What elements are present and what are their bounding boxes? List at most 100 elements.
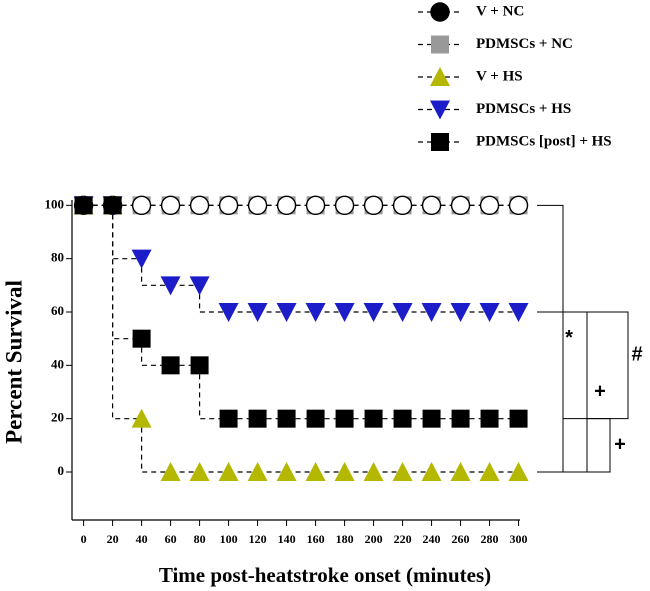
marker — [276, 195, 297, 216]
marker — [334, 462, 355, 481]
marker — [392, 462, 413, 481]
marker — [334, 195, 355, 216]
y-tick-label: 0 — [58, 463, 65, 478]
marker — [160, 276, 181, 296]
y-tick-label: 80 — [51, 250, 64, 265]
marker — [305, 303, 326, 322]
step-segment — [111, 205, 142, 260]
legend-marker — [430, 100, 450, 120]
marker — [479, 462, 500, 481]
y-tick-label: 100 — [45, 196, 65, 211]
marker — [363, 303, 384, 322]
marker — [479, 303, 500, 322]
marker — [103, 196, 122, 215]
x-tick-label: 20 — [107, 532, 119, 546]
marker — [161, 356, 180, 375]
legend-label: V + HS — [476, 68, 523, 84]
step-segment — [198, 365, 229, 420]
x-tick-label: 300 — [510, 532, 528, 546]
marker — [247, 195, 268, 216]
marker — [451, 409, 470, 428]
x-tick-label: 200 — [365, 532, 383, 546]
step-segment — [198, 285, 229, 313]
marker — [450, 303, 471, 322]
marker — [450, 195, 471, 216]
significance-bracket — [537, 204, 564, 473]
marker — [247, 303, 268, 322]
x-tick-label: 140 — [278, 532, 296, 546]
x-tick-label: 0 — [81, 532, 87, 546]
marker — [218, 303, 239, 322]
x-tick-label: 80 — [194, 532, 206, 546]
y-tick-label: 40 — [51, 356, 64, 371]
marker — [248, 409, 267, 428]
marker — [132, 329, 151, 348]
step-segment — [140, 418, 171, 473]
marker — [363, 462, 384, 481]
marker — [364, 409, 383, 428]
x-axis-label: Time post-heatstroke onset (minutes) — [159, 563, 491, 587]
step-segment — [140, 338, 171, 366]
x-tick-label: 260 — [452, 532, 470, 546]
marker — [247, 462, 268, 481]
x-tick-label: 40 — [136, 532, 148, 546]
marker — [131, 249, 152, 269]
y-axis-label: Percent Survival — [1, 280, 26, 444]
marker — [479, 195, 500, 216]
marker — [131, 195, 152, 216]
marker — [189, 195, 210, 216]
marker — [276, 462, 297, 481]
legend-label: V + NC — [476, 3, 524, 19]
legend-label: PDMSCs [post] + HS — [476, 133, 612, 149]
significance-label: # — [631, 344, 642, 366]
marker — [305, 195, 326, 216]
legend-marker — [431, 35, 449, 54]
legend-marker — [430, 67, 450, 86]
x-tick-label: 60 — [165, 532, 177, 546]
marker — [421, 462, 442, 481]
step-segment — [111, 205, 142, 340]
marker — [363, 195, 384, 216]
marker — [160, 462, 181, 481]
marker — [508, 462, 529, 481]
marker — [480, 409, 499, 428]
marker — [508, 303, 529, 322]
x-tick-label: 180 — [336, 532, 354, 546]
marker — [335, 409, 354, 428]
marker — [306, 409, 325, 428]
legend-marker — [430, 2, 450, 22]
step-segment — [140, 258, 171, 286]
marker — [74, 196, 93, 215]
marker — [160, 195, 181, 216]
marker — [131, 408, 152, 428]
marker — [277, 409, 296, 428]
significance-label: * — [565, 327, 573, 349]
marker — [450, 462, 471, 481]
marker — [392, 303, 413, 322]
marker — [334, 303, 355, 322]
marker — [393, 409, 412, 428]
marker — [190, 356, 209, 375]
marker — [218, 462, 239, 481]
marker — [509, 409, 528, 428]
x-tick-label: 100 — [220, 532, 238, 546]
y-tick-label: 60 — [51, 303, 64, 318]
x-tick-label: 120 — [249, 532, 267, 546]
significance-bracket — [587, 418, 611, 473]
marker — [276, 303, 297, 322]
marker — [189, 276, 210, 296]
y-tick-label: 20 — [51, 410, 64, 425]
x-tick-label: 280 — [481, 532, 499, 546]
legend-marker — [431, 133, 449, 151]
significance-bracket — [537, 311, 588, 473]
marker — [218, 195, 239, 216]
marker — [189, 462, 210, 481]
legend-label: PDMSCs + NC — [476, 36, 573, 52]
marker — [219, 409, 238, 428]
significance-label: + — [614, 434, 626, 456]
significance-label: + — [594, 380, 606, 402]
marker — [392, 195, 413, 216]
legend-label: PDMSCs + HS — [476, 101, 571, 117]
